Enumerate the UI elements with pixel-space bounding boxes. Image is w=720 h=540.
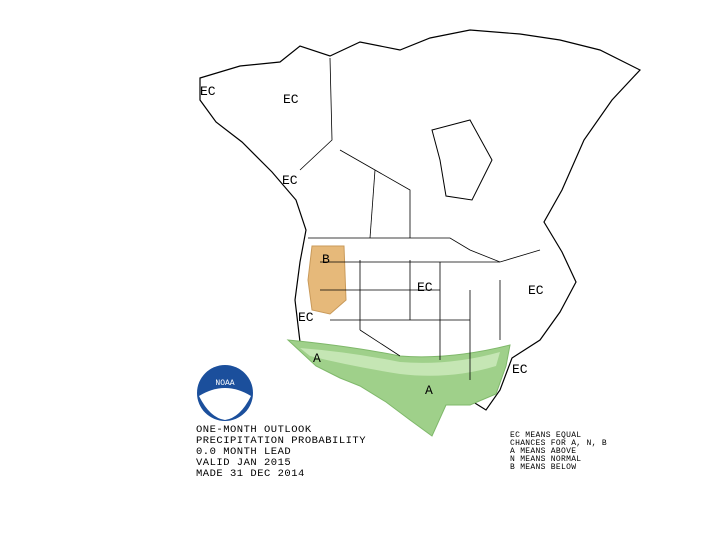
above-inner-region xyxy=(300,348,500,376)
hudson-bay xyxy=(431,119,493,201)
legend-line: CHANCES FOR A, N, B xyxy=(510,439,607,448)
info-block: ONE-MONTH OUTLOOK PRECIPITATION PROBABIL… xyxy=(196,424,366,480)
legend-line: EC MEANS EQUAL xyxy=(510,431,581,440)
info-line: VALID JAN 2015 xyxy=(196,457,291,469)
map-label: EC xyxy=(298,310,314,325)
legend-line: A MEANS ABOVE xyxy=(510,447,576,456)
borders xyxy=(299,57,541,380)
info-line: MADE 31 DEC 2014 xyxy=(196,468,305,480)
map-label: A xyxy=(425,383,433,398)
legend-line: N MEANS NORMAL xyxy=(510,455,581,464)
legend: EC MEANS EQUAL CHANCES FOR A, N, B A MEA… xyxy=(510,431,607,472)
legend-line: B MEANS BELOW xyxy=(510,463,576,472)
map-label: EC xyxy=(282,173,298,188)
map-label: EC xyxy=(417,280,433,295)
info-line: ONE-MONTH OUTLOOK xyxy=(196,424,312,436)
map-label: EC xyxy=(283,92,299,107)
map-label: EC xyxy=(512,362,528,377)
map-label: A xyxy=(313,351,321,366)
logo-text: NOAA xyxy=(215,379,234,388)
below-region xyxy=(307,245,347,315)
map-label: B xyxy=(322,252,330,267)
map-label: EC xyxy=(200,84,216,99)
logo-wave xyxy=(199,388,251,420)
info-line: 0.0 MONTH LEAD xyxy=(196,446,291,458)
continent xyxy=(199,29,641,435)
map-label: EC xyxy=(528,283,544,298)
info-line: PRECIPITATION PROBABILITY xyxy=(196,435,366,447)
